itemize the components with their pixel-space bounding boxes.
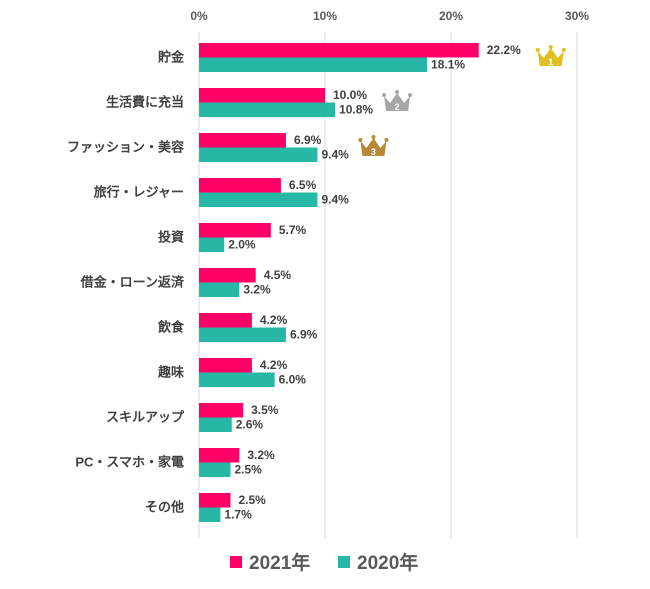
x-tick-label: 0%: [190, 9, 208, 23]
crown-rank-3-icon: 3: [358, 135, 389, 157]
bar-2021: [199, 448, 240, 463]
data-label: 9.4%: [321, 148, 349, 162]
legend-label: 2021年: [249, 551, 310, 574]
data-label: 6.9%: [294, 133, 322, 147]
rank-number: 1: [548, 57, 553, 67]
bar-2021: [199, 223, 271, 238]
bar-2021: [199, 178, 281, 193]
data-label: 5.7%: [279, 223, 307, 237]
bar-2021: [199, 313, 252, 328]
data-label: 3.2%: [243, 283, 271, 297]
legend-label: 2020年: [357, 551, 418, 574]
category-label: ファッション・美容: [67, 140, 184, 155]
legend-swatch-2021: [230, 556, 242, 568]
category-label: 生活費に充当: [106, 95, 184, 110]
bar-2021: [199, 358, 252, 373]
crown-rank-2-icon: 2: [382, 90, 413, 112]
crown-rank-1-icon: 1: [535, 45, 566, 67]
x-tick-label: 10%: [313, 9, 337, 23]
bar-2021: [199, 133, 286, 148]
bar-2020: [199, 282, 240, 297]
rank-number: 3: [371, 147, 376, 157]
category-label: 飲食: [157, 320, 185, 335]
bar-2020: [199, 372, 275, 387]
data-label: 4.2%: [260, 313, 288, 327]
bar-2021: [199, 268, 256, 283]
bar-2021: [199, 493, 231, 508]
data-label: 6.0%: [279, 373, 307, 387]
data-label: 2.5%: [239, 493, 267, 507]
category-label: 借金・ローン返済: [80, 275, 185, 290]
data-label: 9.4%: [321, 193, 349, 207]
data-label: 4.2%: [260, 358, 288, 372]
data-label: 3.2%: [247, 448, 275, 462]
bar-2020: [199, 462, 231, 477]
legend-swatch-2020: [338, 556, 350, 568]
bar-2020: [199, 147, 318, 162]
bar-2021: [199, 403, 244, 418]
bar-2020: [199, 57, 428, 72]
category-label: 貯金: [158, 50, 185, 65]
data-label: 2.0%: [228, 238, 256, 252]
bar-2020: [199, 102, 336, 117]
category-label: その他: [145, 500, 184, 515]
bar-2020: [199, 327, 286, 342]
data-label: 10.0%: [333, 88, 367, 102]
category-label: 旅行・レジャー: [94, 185, 184, 200]
bar-2020: [199, 237, 225, 252]
bar-2020: [199, 192, 318, 207]
bar-2021: [199, 43, 479, 58]
data-label: 10.8%: [339, 103, 373, 117]
data-label: 2.5%: [235, 463, 263, 477]
category-label: スキルアップ: [106, 410, 185, 425]
data-label: 18.1%: [431, 58, 465, 72]
category-label: 投資: [158, 230, 184, 245]
data-label: 22.2%: [487, 43, 521, 57]
rank-number: 2: [395, 102, 400, 112]
data-label: 4.5%: [264, 268, 292, 282]
data-label: 6.9%: [290, 328, 318, 342]
bar-2021: [199, 88, 325, 103]
data-label: 3.5%: [251, 403, 279, 417]
bar-2020: [199, 507, 221, 522]
category-label: PC・スマホ・家電: [75, 455, 184, 470]
x-tick-label: 30%: [565, 9, 589, 23]
data-label: 2.6%: [236, 418, 264, 432]
category-label: 趣味: [157, 365, 184, 380]
x-tick-label: 20%: [439, 9, 463, 23]
data-label: 6.5%: [289, 178, 317, 192]
data-label: 1.7%: [224, 508, 252, 522]
bar-2020: [199, 417, 232, 432]
